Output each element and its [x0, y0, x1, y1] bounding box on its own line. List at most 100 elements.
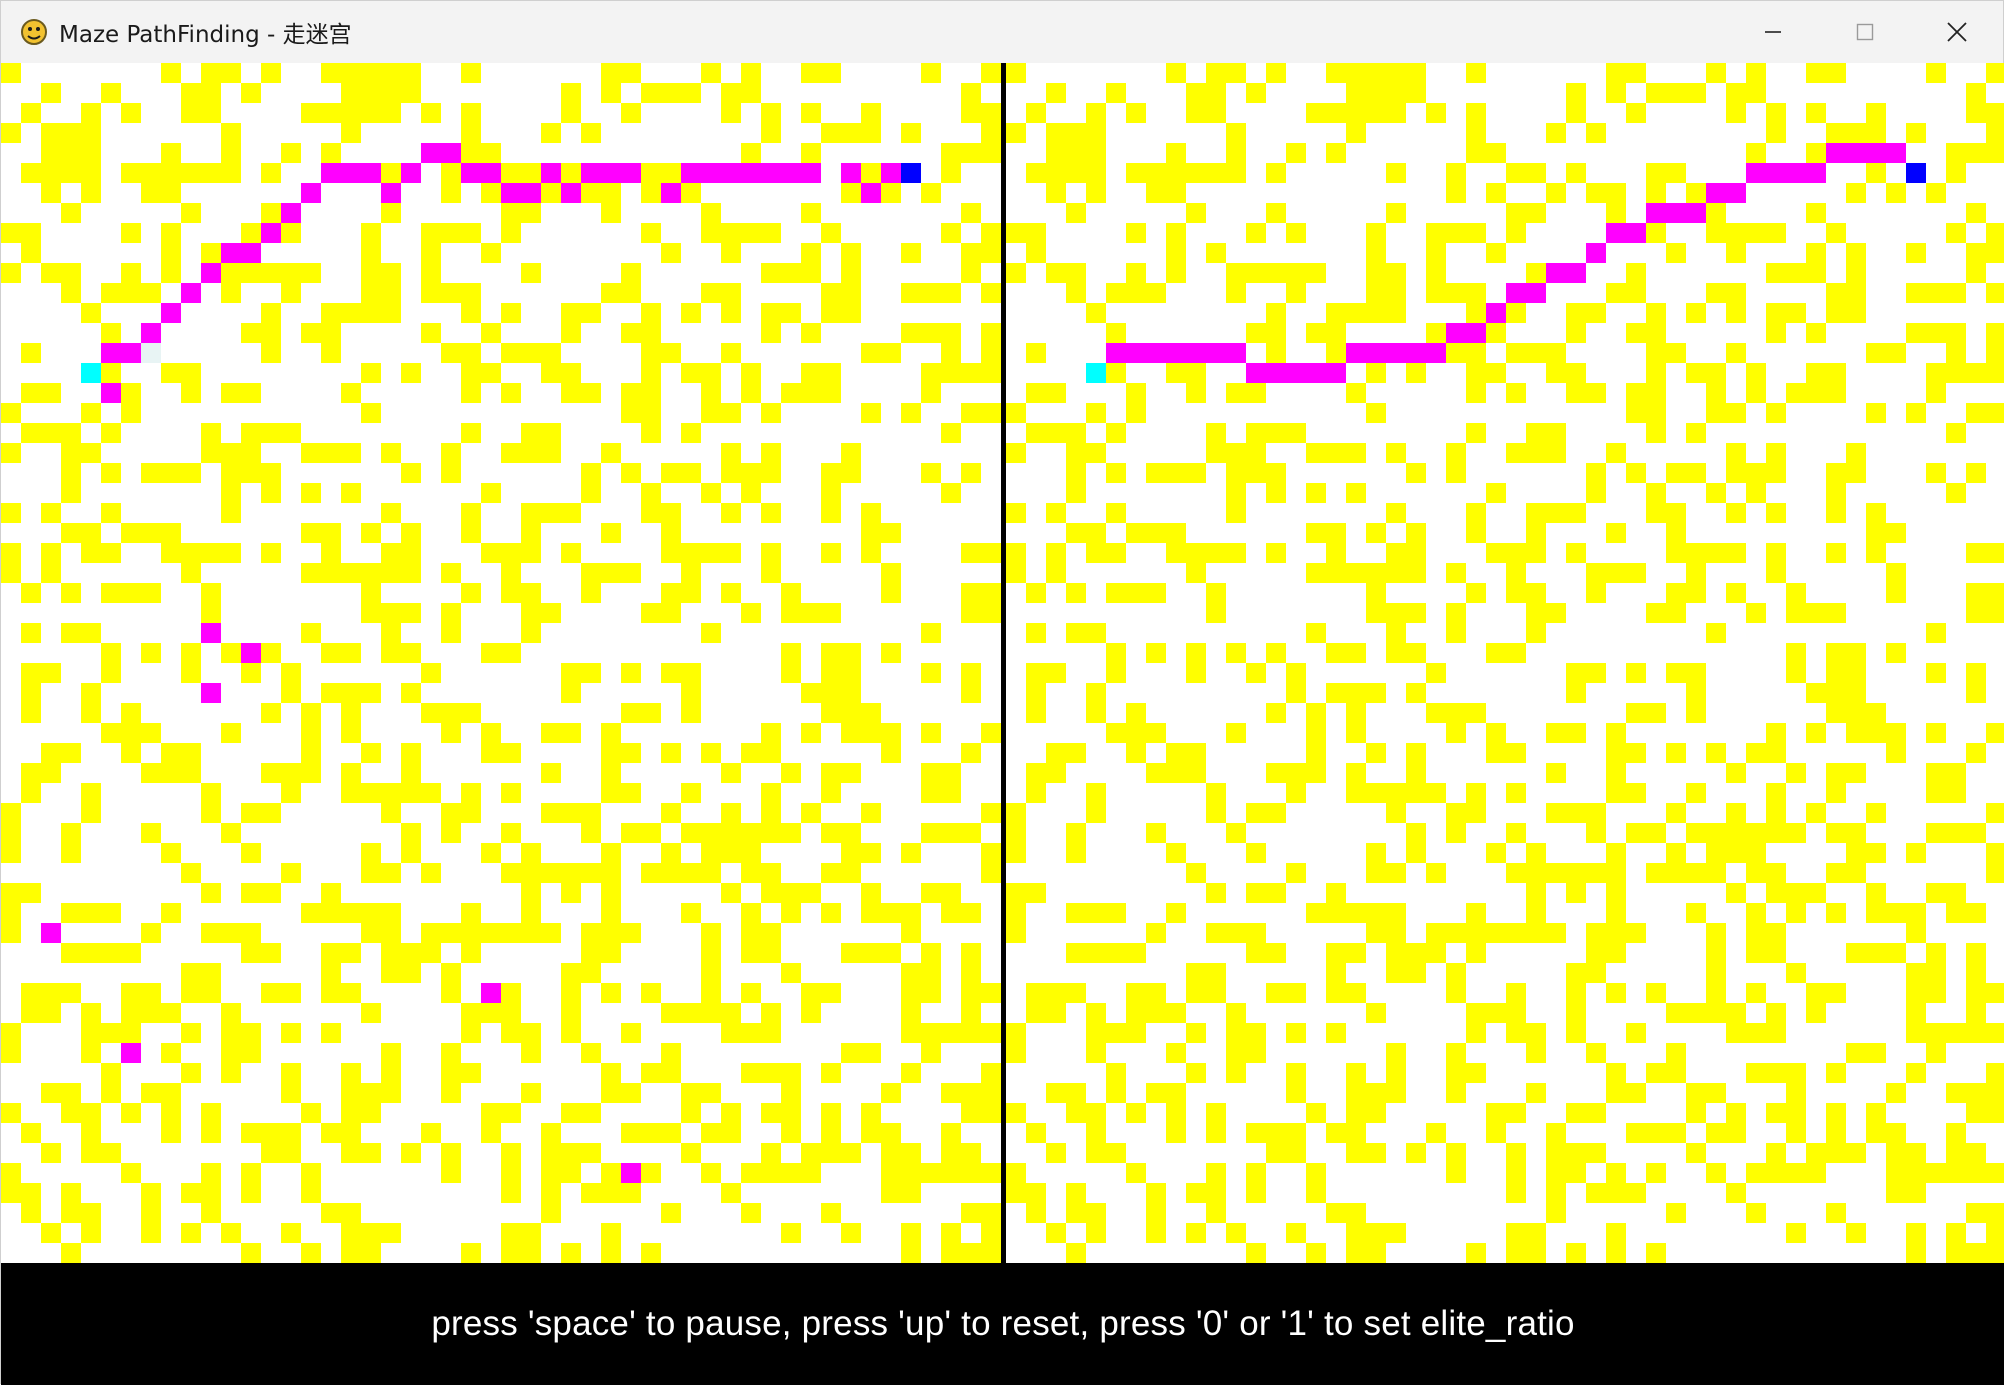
maze-wall-cell	[1286, 863, 1306, 883]
maze-wall-cell	[1086, 623, 1106, 643]
maze-wall-cell	[341, 1083, 361, 1103]
maze-wall-cell	[461, 523, 481, 543]
maze-wall-cell	[1506, 163, 1526, 183]
maze-wall-cell	[1206, 1163, 1226, 1183]
maze-wall-cell	[641, 403, 661, 423]
maze-wall-cell	[41, 503, 61, 523]
maze-wall-cell	[921, 963, 941, 983]
maze-wall-cell	[441, 1083, 461, 1103]
maze-wall-cell	[801, 1163, 821, 1183]
maze-wall-cell	[681, 863, 701, 883]
maze-wall-cell	[461, 1023, 481, 1043]
maze-wall-cell	[61, 483, 81, 503]
maze-wall-cell	[1366, 563, 1386, 583]
maze-wall-cell	[1326, 443, 1346, 463]
maze-wall-cell	[1026, 1183, 1046, 1203]
maze-wall-cell	[1766, 103, 1786, 123]
path-cell	[701, 163, 721, 183]
maze-wall-cell	[1006, 1183, 1026, 1203]
maze-wall-cell	[1606, 943, 1626, 963]
maze-wall-cell	[961, 743, 981, 763]
maze-wall-cell	[401, 1143, 421, 1163]
maze-wall-cell	[821, 283, 841, 303]
maze-wall-cell	[1026, 623, 1046, 643]
minimize-button[interactable]	[1727, 1, 1819, 63]
maze-wall-cell	[1966, 403, 1986, 423]
maze-wall-cell	[801, 103, 821, 123]
maze-wall-cell	[461, 503, 481, 523]
maze-wall-cell	[221, 1023, 241, 1043]
maze-wall-cell	[181, 743, 201, 763]
maze-canvas[interactable]	[1, 63, 2004, 1263]
maze-wall-cell	[361, 903, 381, 923]
maze-wall-cell	[1266, 203, 1286, 223]
maze-wall-cell	[201, 923, 221, 943]
maze-wall-cell	[1446, 463, 1466, 483]
maze-wall-cell	[1326, 983, 1346, 1003]
maze-wall-cell	[721, 443, 741, 463]
maze-wall-cell	[1166, 463, 1186, 483]
maze-wall-cell	[921, 783, 941, 803]
maze-wall-cell	[1666, 803, 1686, 823]
maze-wall-cell	[1346, 123, 1366, 143]
maze-wall-cell	[1446, 343, 1466, 363]
close-button[interactable]	[1911, 1, 2003, 63]
maze-wall-cell	[21, 243, 41, 263]
maze-wall-cell	[1726, 543, 1746, 563]
maximize-button[interactable]	[1819, 1, 1911, 63]
maze-wall-cell	[1546, 1163, 1566, 1183]
maze-wall-cell	[501, 1243, 521, 1263]
maze-wall-cell	[1766, 923, 1786, 943]
maze-wall-cell	[1646, 303, 1666, 323]
maze-wall-cell	[1726, 243, 1746, 263]
maze-wall-cell	[981, 983, 1001, 1003]
maze-wall-cell	[1206, 803, 1226, 823]
maze-wall-cell	[1266, 463, 1286, 483]
maze-wall-cell	[1586, 823, 1606, 843]
maze-wall-cell	[981, 803, 1001, 823]
maze-wall-cell	[1326, 103, 1346, 123]
maze-wall-cell	[361, 223, 381, 243]
maze-wall-cell	[1426, 923, 1446, 943]
maze-wall-cell	[1006, 1163, 1026, 1183]
maze-wall-cell	[21, 983, 41, 1003]
maze-wall-cell	[1826, 123, 1846, 143]
maze-wall-cell	[1026, 223, 1046, 243]
maze-wall-cell	[981, 1243, 1001, 1263]
path-cell	[321, 163, 341, 183]
maze-wall-cell	[1766, 783, 1786, 803]
maze-wall-cell	[1466, 903, 1486, 923]
maze-wall-cell	[1626, 743, 1646, 763]
maze-wall-cell	[1, 883, 21, 903]
title-bar[interactable]: Maze PathFinding - 走迷宫	[1, 1, 2003, 63]
maze-wall-cell	[1506, 203, 1526, 223]
maze-wall-cell	[1166, 263, 1186, 283]
maze-wall-cell	[241, 263, 261, 283]
maze-wall-cell	[1466, 1063, 1486, 1083]
maze-wall-cell	[861, 403, 881, 423]
maze-wall-cell	[1266, 1143, 1286, 1163]
maze-wall-cell	[821, 1123, 841, 1143]
maze-wall-cell	[761, 463, 781, 483]
pygame-snake-icon	[21, 19, 47, 45]
maze-wall-cell	[1426, 283, 1446, 303]
maze-wall-cell	[1846, 283, 1866, 303]
maze-wall-cell	[621, 1083, 641, 1103]
maze-wall-cell	[1906, 283, 1926, 303]
maze-wall-cell	[61, 1183, 81, 1203]
maze-wall-cell	[1326, 943, 1346, 963]
maze-wall-cell	[961, 543, 981, 563]
path-cell	[241, 643, 261, 663]
maze-wall-cell	[1246, 1163, 1266, 1183]
maze-wall-cell	[1766, 443, 1786, 463]
maze-wall-cell	[1186, 83, 1206, 103]
maze-wall-cell	[421, 703, 441, 723]
maze-wall-cell	[1946, 903, 1966, 923]
maze-wall-cell	[961, 1243, 981, 1263]
maze-wall-cell	[41, 743, 61, 763]
maze-wall-cell	[221, 483, 241, 503]
maze-wall-cell	[1986, 103, 2004, 123]
maze-wall-cell	[1706, 623, 1726, 643]
maze-wall-cell	[621, 783, 641, 803]
maze-wall-cell	[1526, 903, 1546, 923]
